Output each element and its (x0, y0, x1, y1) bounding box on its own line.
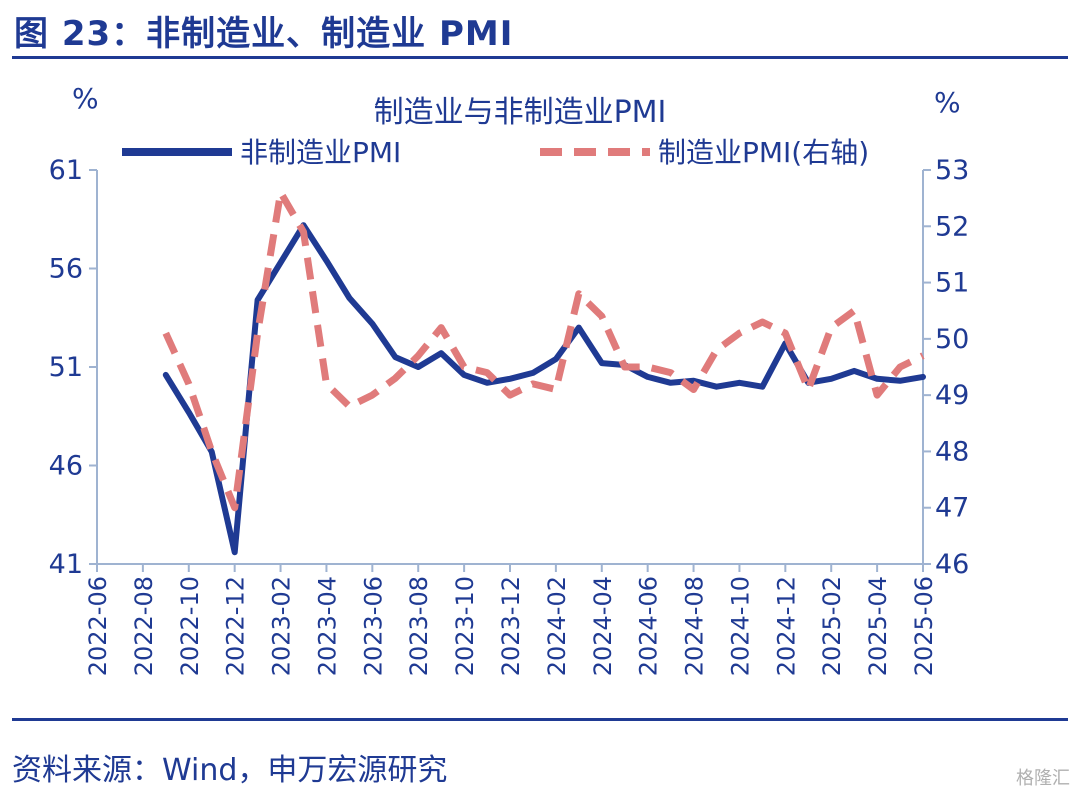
right-y-tick-label: 50 (935, 324, 969, 355)
x-tick-label: 2024-04 (589, 576, 617, 676)
x-tick-label: 2023-06 (359, 576, 387, 676)
right-y-tick-label: 51 (935, 268, 969, 299)
x-tick-label: 2022-12 (222, 576, 250, 676)
x-tick-label: 2025-06 (910, 576, 938, 676)
left-y-tick-label: 46 (49, 451, 83, 482)
x-tick-label: 2025-04 (864, 576, 892, 676)
chart-title: 制造业与非制造业PMI (374, 95, 667, 130)
x-tick-label: 2022-08 (130, 576, 158, 676)
right-y-tick-label: 48 (935, 436, 969, 467)
x-tick-label: 2024-08 (681, 576, 709, 676)
source-note: 资料来源：Wind，申万宏源研究 (12, 753, 448, 788)
x-tick-label: 2024-06 (635, 576, 663, 676)
x-tick-label: 2024-10 (726, 576, 754, 676)
x-tick-label: 2023-04 (313, 576, 341, 676)
left-y-tick-label: 61 (49, 155, 83, 186)
right-y-tick-label: 49 (935, 380, 969, 411)
x-tick-label: 2023-02 (268, 576, 296, 676)
x-tick-label: 2023-10 (451, 576, 479, 676)
left-y-tick-label: 51 (49, 352, 83, 383)
legend-label-nonmanufacturing: 非制造业PMI (240, 136, 401, 169)
watermark: 格隆汇 (1016, 768, 1070, 789)
right-y-tick-label: 46 (935, 549, 969, 580)
right-axis-unit: % (934, 86, 961, 119)
right-y-tick-label: 52 (935, 211, 969, 242)
series-line-manufacturing (162, 189, 925, 512)
legend-label-manufacturing: 制造业PMI(右轴) (658, 136, 869, 169)
figure-title: 图 23：非制造业、制造业 PMI (14, 14, 514, 54)
source-rule (12, 718, 1068, 721)
left-axis-unit: % (72, 82, 99, 115)
x-tick-label: 2022-10 (176, 576, 204, 676)
x-tick-label: 2024-12 (772, 576, 800, 676)
right-y-tick-label: 47 (935, 493, 969, 524)
right-y-tick-label: 53 (935, 155, 969, 186)
title-rule (12, 56, 1068, 59)
left-y-tick-label: 41 (49, 549, 83, 580)
x-tick-label: 2025-02 (818, 576, 846, 676)
x-tick-label: 2023-12 (497, 576, 525, 676)
left-y-tick-label: 56 (49, 254, 83, 285)
x-tick-label: 2022-06 (84, 576, 112, 676)
pmi-line-chart: 制造业与非制造业PMI % % 非制造业PMI 制造业PMI(右轴) 41 46 5… (49, 82, 970, 676)
x-tick-label: 2024-02 (543, 576, 571, 676)
x-tick-label: 2023-08 (405, 576, 433, 676)
